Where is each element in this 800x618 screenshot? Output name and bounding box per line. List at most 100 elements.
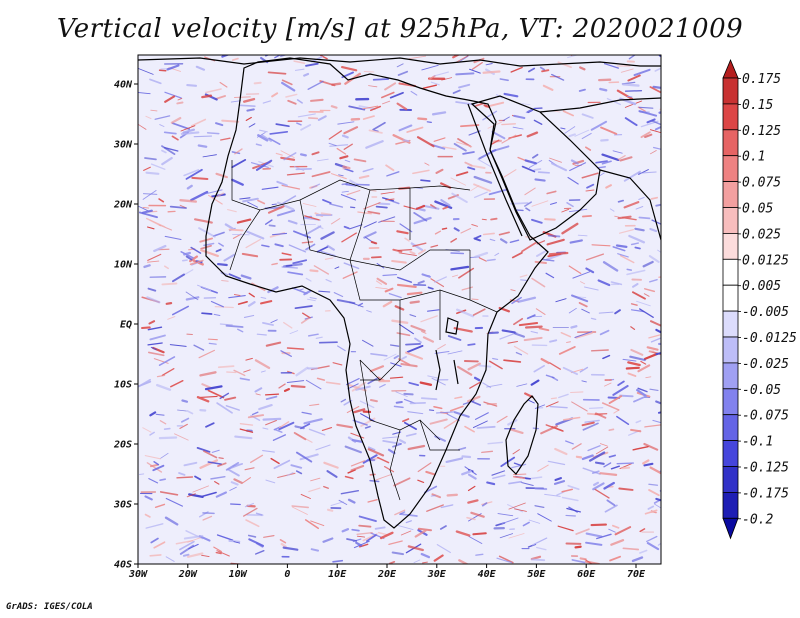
downdraft-streak xyxy=(405,520,412,524)
updraft-streak xyxy=(271,92,279,98)
updraft-streak xyxy=(627,361,641,367)
downdraft-streak xyxy=(501,329,516,334)
updraft-streak xyxy=(376,277,388,285)
updraft-streak xyxy=(430,244,439,248)
updraft-streak xyxy=(455,55,469,63)
updraft-streak xyxy=(608,428,615,432)
downdraft-streak xyxy=(655,328,661,334)
downdraft-streak xyxy=(304,225,322,236)
downdraft-streak xyxy=(570,159,579,165)
downdraft-streak xyxy=(255,143,262,147)
updraft-streak xyxy=(350,464,365,472)
updraft-streak xyxy=(254,359,271,370)
downdraft-streak xyxy=(499,533,514,539)
downdraft-streak xyxy=(149,411,157,417)
downdraft-streak xyxy=(190,246,202,254)
updraft-streak xyxy=(605,184,612,189)
downdraft-streak xyxy=(142,190,157,200)
downdraft-streak xyxy=(225,324,244,328)
updraft-streak xyxy=(245,519,260,528)
downdraft-streak xyxy=(296,99,303,104)
downdraft-streak xyxy=(409,314,417,318)
downdraft-streak xyxy=(326,244,335,251)
downdraft-streak xyxy=(230,100,242,103)
downdraft-streak xyxy=(616,415,630,425)
downdraft-streak xyxy=(239,197,251,200)
lat-tick-label: 10S xyxy=(114,380,132,391)
downdraft-streak xyxy=(551,73,565,81)
colorbar-arrow-bottom xyxy=(722,517,739,540)
updraft-streak xyxy=(457,138,472,148)
updraft-streak xyxy=(554,447,568,456)
downdraft-streak xyxy=(341,183,348,186)
downdraft-streak xyxy=(197,284,212,291)
downdraft-streak xyxy=(395,391,408,398)
downdraft-streak xyxy=(637,171,657,174)
downdraft-streak xyxy=(617,253,629,258)
downdraft-streak xyxy=(531,537,548,546)
downdraft-streak xyxy=(254,549,265,555)
downdraft-streak xyxy=(349,224,363,230)
downdraft-streak xyxy=(533,168,542,171)
downdraft-streak xyxy=(630,242,640,246)
downdraft-streak xyxy=(561,496,579,502)
updraft-streak xyxy=(455,171,469,177)
updraft-streak xyxy=(400,530,412,536)
downdraft-streak xyxy=(286,380,305,384)
updraft-streak xyxy=(316,377,326,381)
downdraft-streak xyxy=(638,106,654,109)
updraft-streak xyxy=(524,187,536,196)
downdraft-streak xyxy=(372,121,386,131)
downdraft-streak xyxy=(507,504,524,513)
downdraft-streak xyxy=(265,479,276,484)
updraft-streak xyxy=(304,215,320,221)
colorbar-label: 0.125 xyxy=(742,124,781,139)
updraft-streak xyxy=(623,201,640,209)
colorbar-segment xyxy=(722,310,739,338)
downdraft-streak xyxy=(630,309,645,313)
downdraft-streak xyxy=(166,64,180,71)
downdraft-streak xyxy=(205,189,223,195)
downdraft-streak xyxy=(246,230,265,240)
downdraft-streak xyxy=(271,203,277,206)
updraft-streak xyxy=(442,146,457,150)
grads-credit: GrADS: IGES/COLA xyxy=(6,602,93,612)
downdraft-streak xyxy=(159,124,165,127)
updraft-streak xyxy=(234,148,243,155)
downdraft-streak xyxy=(201,312,213,315)
updraft-streak xyxy=(580,281,586,285)
updraft-streak xyxy=(625,366,640,370)
downdraft-streak xyxy=(488,188,508,196)
updraft-streak xyxy=(424,162,430,166)
updraft-streak xyxy=(336,147,347,155)
downdraft-streak xyxy=(492,357,499,360)
downdraft-streak xyxy=(204,385,223,391)
downdraft-streak xyxy=(389,344,400,347)
downdraft-streak xyxy=(153,461,160,466)
updraft-streak xyxy=(389,376,404,379)
updraft-streak xyxy=(243,507,258,517)
downdraft-streak xyxy=(289,330,299,335)
updraft-streak xyxy=(283,388,290,392)
updraft-streak xyxy=(571,443,582,450)
downdraft-streak xyxy=(489,238,496,242)
downdraft-streak xyxy=(461,470,472,476)
downdraft-streak xyxy=(244,502,254,508)
downdraft-streak xyxy=(325,278,332,283)
downdraft-streak xyxy=(230,481,239,486)
downdraft-streak xyxy=(388,292,402,299)
downdraft-streak xyxy=(322,537,334,543)
downdraft-streak xyxy=(281,266,298,269)
updraft-streak xyxy=(302,203,317,207)
updraft-streak xyxy=(613,409,620,414)
updraft-streak xyxy=(545,424,564,432)
colorbar-label: 0.075 xyxy=(742,176,781,191)
updraft-streak xyxy=(281,79,293,86)
downdraft-streak xyxy=(626,269,646,276)
updraft-streak xyxy=(534,260,548,265)
downdraft-streak xyxy=(255,159,273,171)
downdraft-streak xyxy=(311,183,321,189)
updraft-streak xyxy=(441,227,448,230)
downdraft-streak xyxy=(404,421,417,430)
updraft-streak xyxy=(523,336,543,342)
